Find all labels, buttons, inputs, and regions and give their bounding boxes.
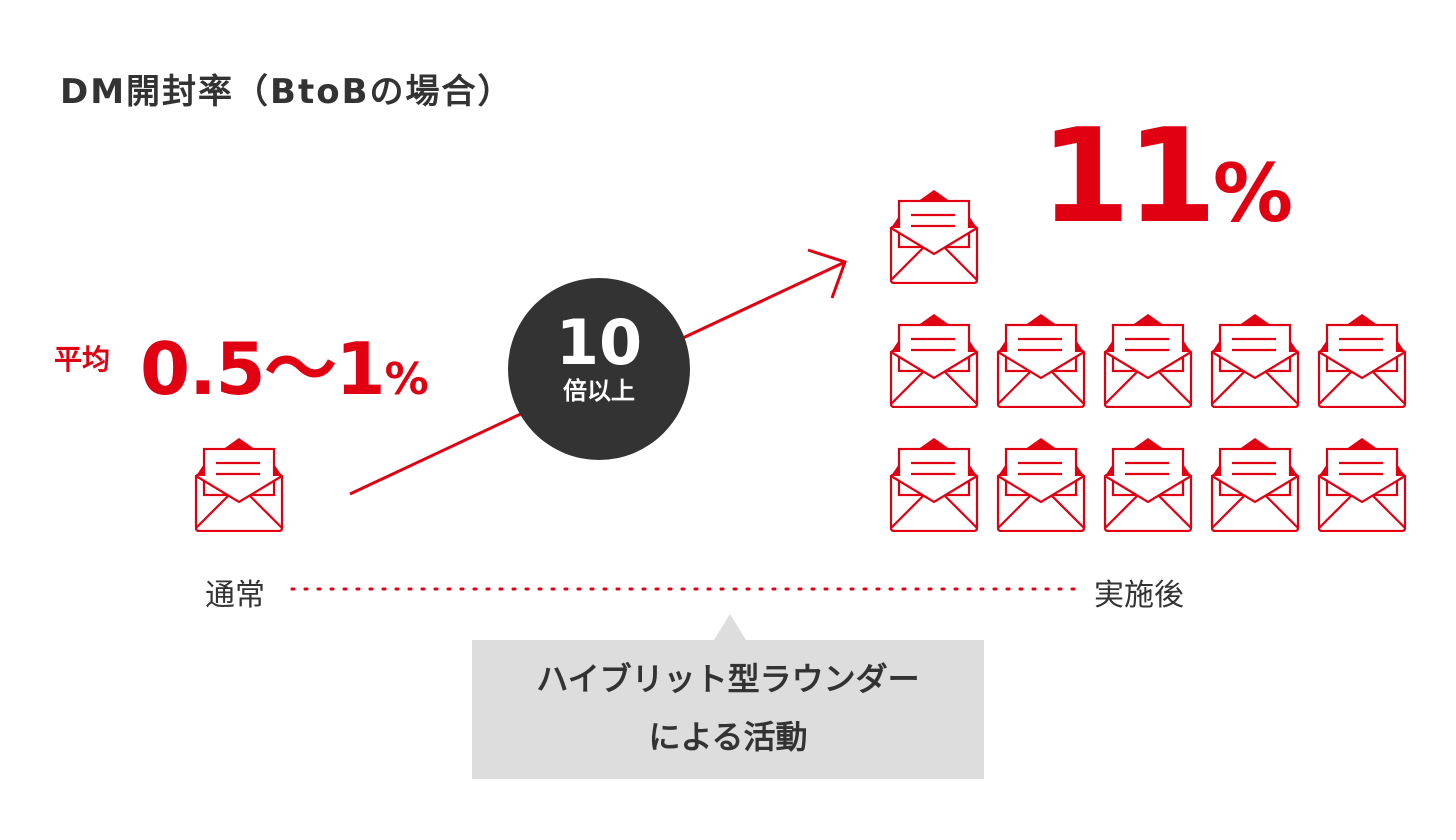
multiplier-badge: 10 倍以上	[508, 278, 690, 460]
before-caption: 通常	[205, 578, 265, 613]
open-envelope-icon	[889, 312, 979, 408]
callout-pointer	[714, 614, 746, 640]
open-envelope-icon	[1317, 312, 1407, 408]
after-value: 11%	[1040, 100, 1293, 252]
after-caption: 実施後	[1094, 578, 1184, 613]
open-envelope-icon	[996, 436, 1086, 532]
after-number: 11	[1040, 100, 1217, 252]
open-envelope-icon	[1210, 312, 1300, 408]
open-envelope-icon	[1103, 312, 1193, 408]
open-envelope-icon	[889, 188, 979, 284]
average-label: 平均	[54, 343, 111, 376]
open-envelope-icon	[194, 436, 284, 532]
open-envelope-icon	[996, 312, 1086, 408]
multiplier-number: 10	[555, 306, 643, 379]
page-title: DM開封率（BtoBの場合）	[60, 72, 514, 112]
multiplier-text: 倍以上	[563, 377, 635, 405]
average-unit: %	[384, 354, 429, 405]
average-number: 0.5～1	[140, 327, 386, 411]
open-envelope-icon	[1103, 436, 1193, 532]
callout-line-2: による活動	[648, 718, 808, 756]
open-envelope-icon	[1317, 436, 1407, 532]
after-unit: %	[1212, 147, 1293, 240]
open-envelope-icon	[889, 436, 979, 532]
average-value: 0.5～1%	[140, 310, 429, 415]
callout-box: ハイブリット型ラウンダー による活動	[472, 640, 984, 779]
open-envelope-icon	[1210, 436, 1300, 532]
callout-line-1: ハイブリット型ラウンダー	[536, 660, 920, 698]
